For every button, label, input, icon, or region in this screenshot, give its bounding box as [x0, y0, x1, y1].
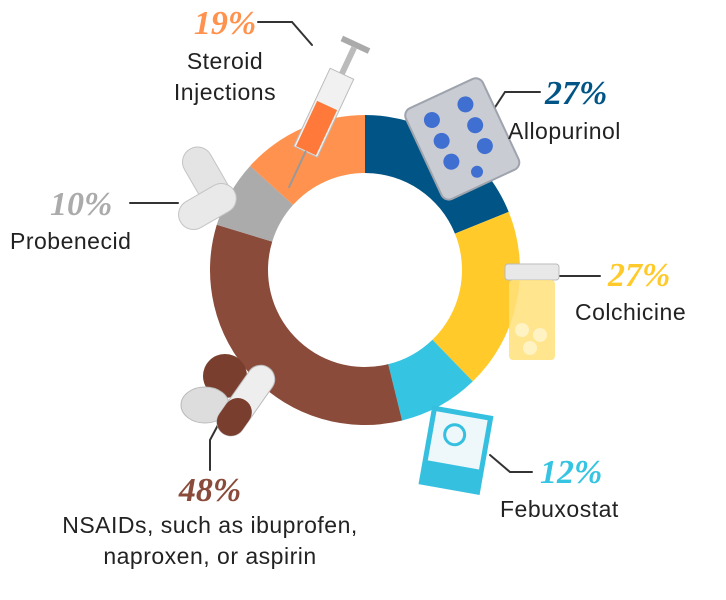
value-label: 27% — [608, 258, 670, 294]
value-label: 19% — [180, 6, 270, 42]
value-label: 48% — [150, 473, 270, 509]
category-label: Colchicine — [575, 297, 725, 328]
leader-line — [210, 425, 218, 470]
box-icon — [419, 405, 494, 495]
value-label: 27% — [545, 76, 607, 112]
nsaid-pills-icon — [181, 354, 280, 441]
bottle-icon — [505, 264, 559, 360]
value-label: 10% — [50, 187, 112, 223]
category-label: Steroid Injections — [150, 46, 300, 108]
page: {"chart_data": {"type": "donut", "catego… — [0, 0, 726, 600]
category-label: Probenecid — [10, 226, 190, 257]
category-label: Febuxostat — [500, 494, 680, 525]
leader-line — [490, 455, 532, 472]
category-label: Allopurinol — [508, 116, 668, 147]
category-label: NSAIDs, such as ibuprofen, naproxen, or … — [60, 510, 360, 572]
value-label: 12% — [540, 455, 602, 491]
